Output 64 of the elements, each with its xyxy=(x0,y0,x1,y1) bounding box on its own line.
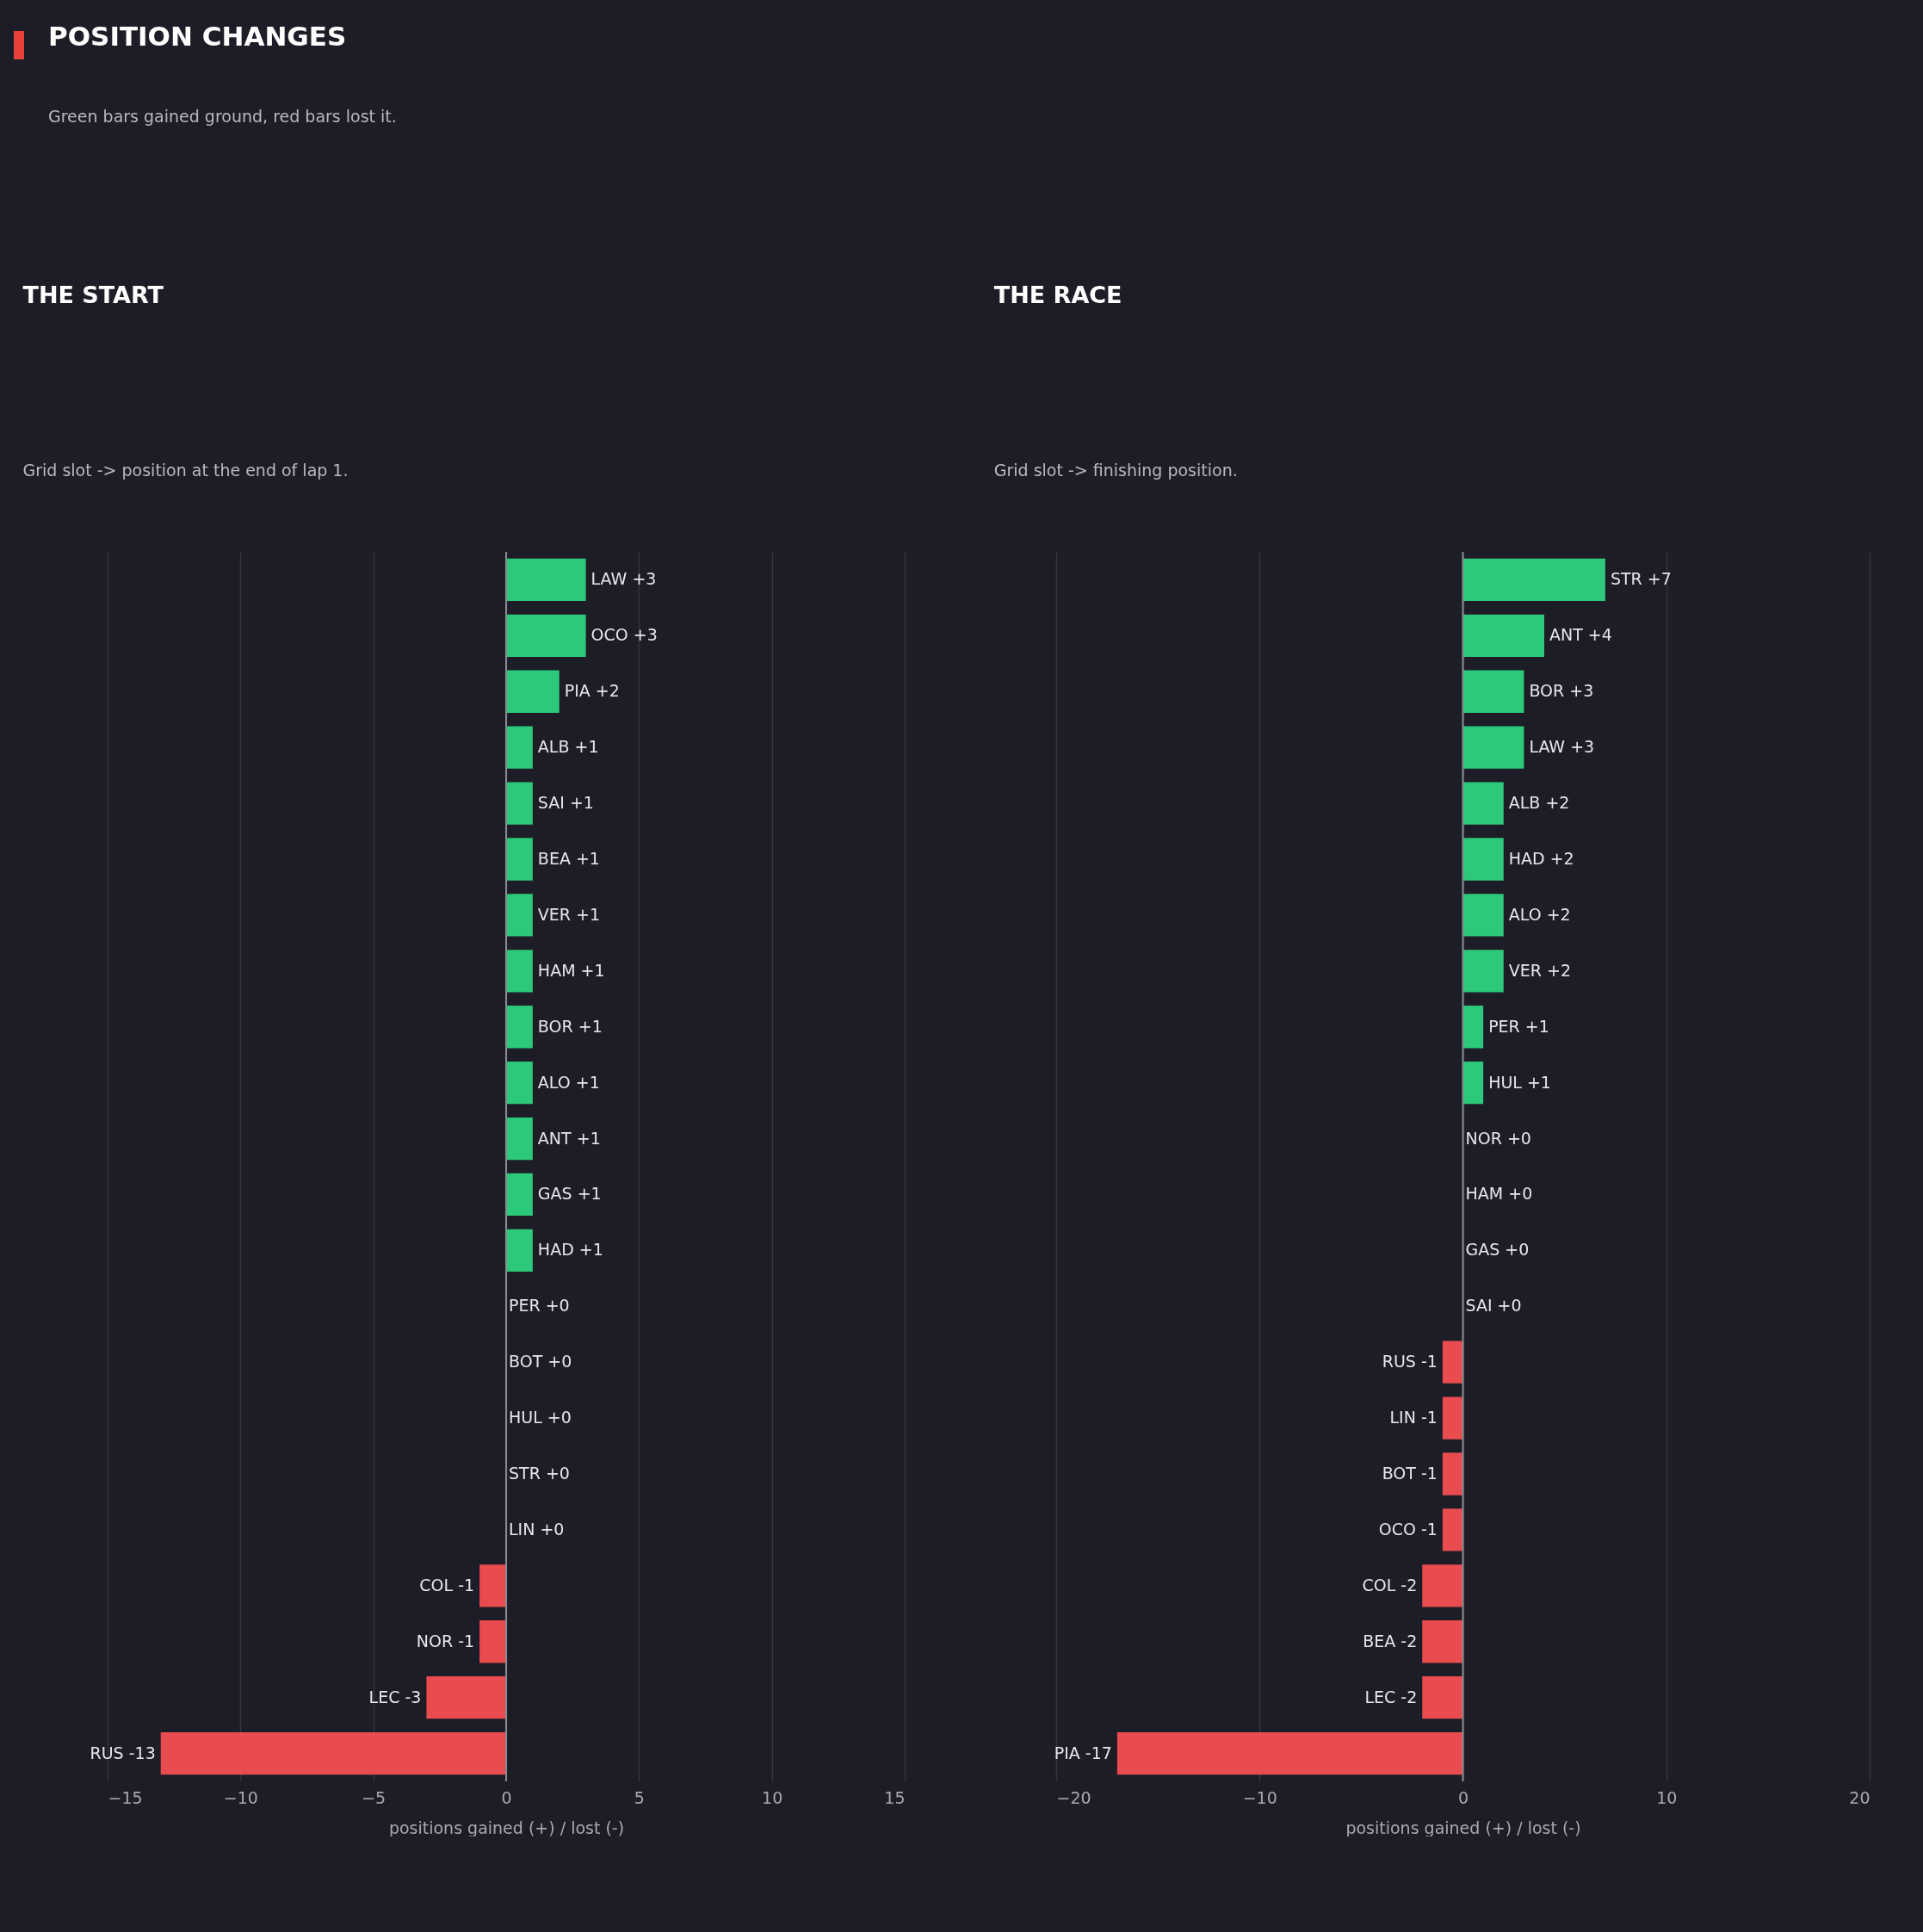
category-label: LEC -3 xyxy=(368,1687,422,1706)
category-label: LIN -1 xyxy=(1389,1408,1438,1427)
category-label: LAW +3 xyxy=(1529,737,1595,757)
category-label: ALO +2 xyxy=(1508,904,1571,924)
chart-subtitle: Grid slot -> finishing position. xyxy=(993,461,1238,480)
category-label: PIA -17 xyxy=(1054,1743,1112,1762)
category-label: OCO -1 xyxy=(1378,1519,1438,1539)
category-label: ALB +2 xyxy=(1508,793,1570,813)
category-label: COL -2 xyxy=(1362,1575,1418,1595)
category-label: PER +0 xyxy=(509,1296,570,1316)
x-tick-label: 10 xyxy=(1656,1787,1678,1807)
x-tick-label: −10 xyxy=(1242,1787,1277,1807)
category-label: HUL +0 xyxy=(509,1408,572,1427)
category-label: ANT +1 xyxy=(537,1128,601,1148)
category-label: STR +0 xyxy=(509,1464,570,1483)
category-label: NOR -1 xyxy=(416,1631,475,1650)
x-tick-label: −15 xyxy=(108,1787,143,1807)
category-label: BEA +1 xyxy=(537,849,600,868)
category-label: SAI +1 xyxy=(537,793,594,813)
category-label: HAD +2 xyxy=(1508,849,1574,868)
category-label: GAS +0 xyxy=(1465,1240,1530,1260)
category-label: HAM +0 xyxy=(1465,1184,1533,1204)
category-label: HAM +1 xyxy=(537,960,605,980)
chart-title: THE START xyxy=(22,282,164,308)
category-label: VER +1 xyxy=(537,904,601,924)
x-tick-label: 5 xyxy=(634,1787,645,1807)
x-tick-label: 20 xyxy=(1849,1787,1870,1807)
chart-subtitle: Grid slot -> position at the end of lap 1. xyxy=(22,461,349,480)
category-label: BOT +0 xyxy=(509,1352,572,1372)
x-tick-label: 15 xyxy=(884,1787,906,1807)
category-label: PIA +2 xyxy=(564,681,620,701)
category-label: RUS -1 xyxy=(1382,1352,1438,1372)
category-label: OCO +3 xyxy=(591,625,658,645)
x-tick-label: 0 xyxy=(1457,1787,1469,1807)
category-label: LIN +0 xyxy=(509,1519,565,1539)
category-label: PER +1 xyxy=(1488,1016,1549,1036)
x-tick-label: −10 xyxy=(223,1787,258,1807)
category-label: COL -1 xyxy=(419,1575,475,1595)
category-label: HUL +1 xyxy=(1488,1072,1551,1092)
x-tick-label: 0 xyxy=(501,1787,512,1807)
chart-title: THE RACE xyxy=(993,282,1122,308)
category-label: GAS +1 xyxy=(537,1184,602,1204)
category-label: SAI +0 xyxy=(1465,1296,1522,1316)
category-label: BOR +3 xyxy=(1529,681,1594,701)
category-label: RUS -13 xyxy=(90,1743,156,1762)
category-label: LAW +3 xyxy=(591,569,657,589)
category-label: ALB +1 xyxy=(537,737,599,757)
category-label: LEC -2 xyxy=(1364,1687,1418,1706)
x-axis-title: positions gained (+) / lost (-) xyxy=(388,1817,625,1837)
category-label: BEA -2 xyxy=(1363,1631,1418,1650)
category-label: HAD +1 xyxy=(537,1240,603,1260)
text: Green bars gained ground, red bars lost it. xyxy=(48,107,397,126)
category-label: ANT +4 xyxy=(1549,625,1612,645)
x-axis-title: positions gained (+) / lost (-) xyxy=(1345,1817,1581,1837)
category-label: ALO +1 xyxy=(537,1072,600,1092)
text: POSITION CHANGES xyxy=(48,21,347,52)
category-label: NOR +0 xyxy=(1465,1128,1531,1148)
category-label: STR +7 xyxy=(1610,569,1672,589)
x-tick-label: −5 xyxy=(362,1787,386,1807)
x-tick-label: −20 xyxy=(1056,1787,1091,1807)
category-label: BOT -1 xyxy=(1382,1464,1438,1483)
x-tick-label: 10 xyxy=(762,1787,783,1807)
category-label: BOR +1 xyxy=(537,1016,603,1036)
category-label: VER +2 xyxy=(1508,960,1572,980)
